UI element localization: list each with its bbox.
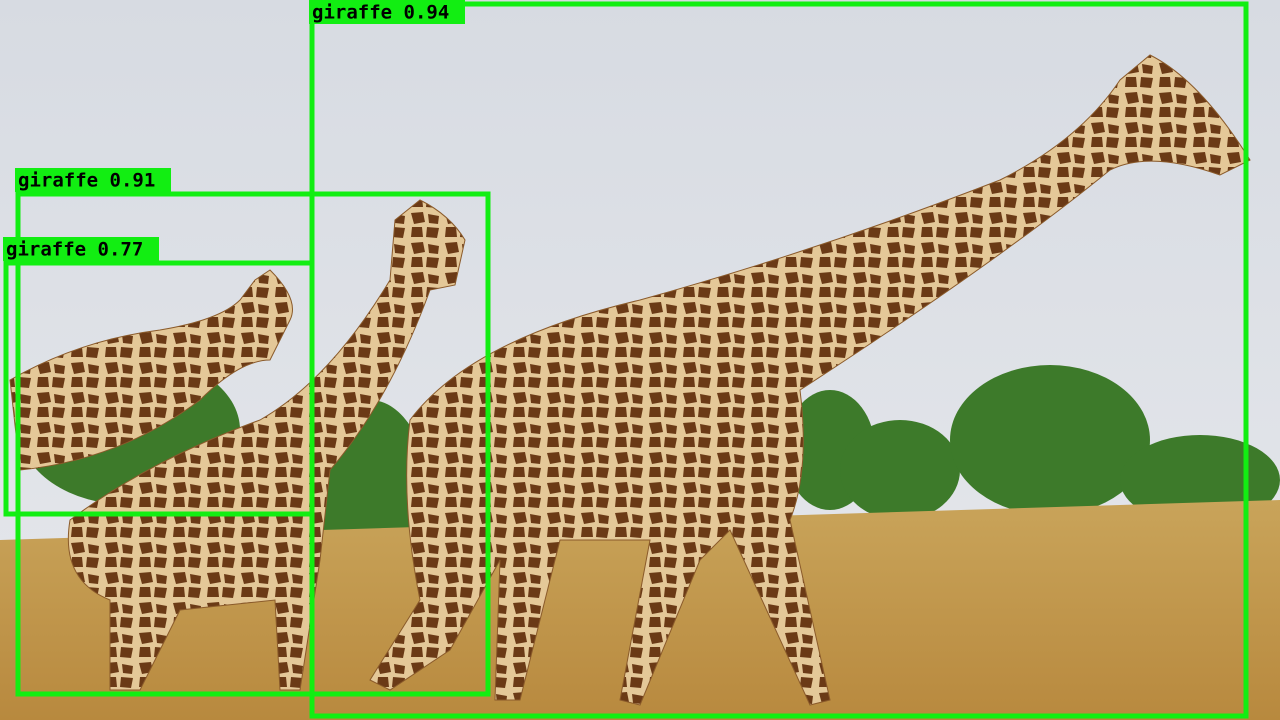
- label-background: [15, 168, 171, 192]
- label-background: [309, 0, 465, 24]
- detection-label: giraffe 0.77: [6, 239, 143, 261]
- detection-label: giraffe 0.91: [18, 170, 155, 192]
- label-background: [3, 237, 159, 261]
- detection-label: giraffe 0.94: [312, 2, 449, 24]
- detection-boxes: giraffe 0.94 giraffe 0.91 giraffe 0.77: [3, 0, 1249, 719]
- bounding-box: [3, 260, 315, 517]
- bounding-box: [15, 191, 491, 697]
